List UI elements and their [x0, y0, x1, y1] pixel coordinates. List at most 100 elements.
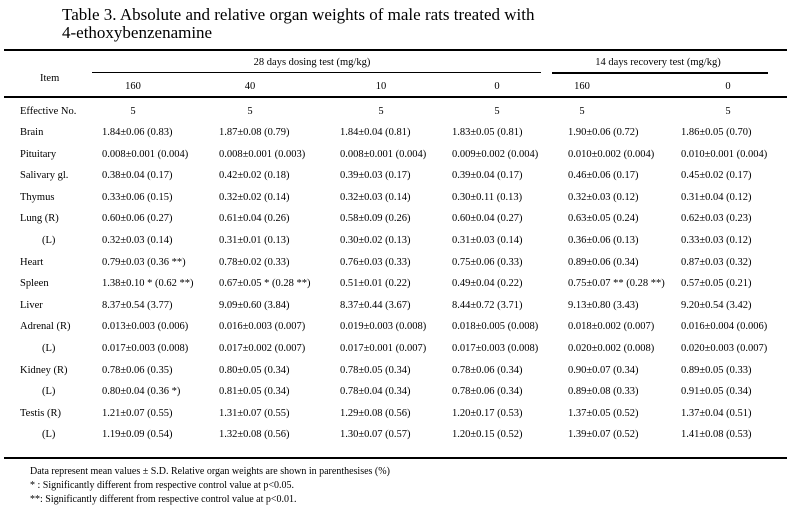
- table-cell: 0.31±0.03 (0.14): [452, 235, 523, 246]
- table-cell: 1.90±0.06 (0.72): [568, 127, 639, 138]
- table-cell: 0.42±0.02 (0.18): [219, 170, 290, 182]
- table-cell: 0.009±0.002 (0.004): [452, 148, 539, 160]
- table-cell: 0.008±0.001 (0.004): [340, 148, 427, 160]
- row-label: Brain: [20, 127, 44, 138]
- row-label: Spleen: [20, 278, 49, 290]
- row-label: Salivary gl.: [20, 170, 69, 182]
- table-cell: 0.67±0.05 * (0.28 **): [219, 278, 311, 290]
- table-cell: 9.20±0.54 (3.42): [681, 299, 752, 311]
- table-cell: 1.31±0.07 (0.55): [219, 407, 290, 419]
- table-cell: 0.018±0.002 (0.007): [568, 321, 655, 333]
- table-cell: 0.33±0.06 (0.15): [102, 191, 173, 203]
- table-cell: 0.016±0.004 (0.006): [681, 321, 768, 333]
- table-cell: 0.013±0.003 (0.006): [102, 321, 189, 333]
- table-cell: 5: [725, 106, 731, 117]
- table-cell: 0.017±0.003 (0.008): [102, 343, 189, 354]
- header-dose-1: 40: [244, 81, 256, 92]
- table-cell: 0.008±0.001 (0.003): [219, 148, 306, 160]
- table-cell: 0.38±0.04 (0.17): [102, 170, 173, 182]
- row-label: Adrenal (R): [20, 321, 71, 333]
- table-cell: 0.45±0.02 (0.17): [681, 170, 752, 182]
- dosing-group-rule: [92, 72, 541, 73]
- table-cell: 1.84±0.06 (0.83): [102, 127, 173, 138]
- table-cell: 0.76±0.03 (0.33): [340, 256, 411, 268]
- table-cell: 1.41±0.08 (0.53): [681, 429, 752, 441]
- table-cell: 0.78±0.06 (0.34): [452, 364, 523, 376]
- table-title: Table 3. Absolute and relative organ wei…: [62, 6, 534, 42]
- footnote-1: Data represent mean values ± S.D. Relati…: [30, 466, 390, 477]
- table-cell: 0.75±0.06 (0.33): [452, 256, 523, 268]
- footnote-3: **: Significantly different from respect…: [30, 494, 297, 505]
- table-cell: 1.20±0.17 (0.53): [452, 407, 523, 419]
- row-label: (L): [42, 235, 56, 246]
- row-label: (L): [42, 343, 56, 354]
- table-cell: 0.87±0.03 (0.32): [681, 256, 752, 268]
- table-cell: 1.29±0.08 (0.56): [340, 407, 411, 419]
- table-cell: 1.39±0.07 (0.52): [568, 429, 639, 441]
- table-cell: 0.017±0.002 (0.007): [219, 343, 306, 354]
- table-cell: 0.62±0.03 (0.23): [681, 213, 752, 225]
- table-cell: 5: [378, 106, 384, 117]
- table-cell: 0.51±0.01 (0.22): [340, 278, 411, 290]
- header-dose-2: 10: [375, 81, 387, 92]
- table-cell: 0.39±0.04 (0.17): [452, 170, 523, 182]
- table-cell: 0.49±0.04 (0.22): [452, 278, 523, 290]
- row-label: Kidney (R): [20, 364, 68, 376]
- table-cell: 8.37±0.54 (3.77): [102, 299, 173, 311]
- row-label: Liver: [20, 299, 43, 311]
- table-cell: 0.80±0.05 (0.34): [219, 364, 290, 376]
- table-cell: 0.89±0.08 (0.33): [568, 386, 639, 398]
- header-dose-0: 160: [125, 81, 141, 92]
- table-cell: 1.83±0.05 (0.81): [452, 127, 523, 138]
- row-label: Pituitary: [20, 148, 57, 160]
- header-dosing-group: 28 days dosing test (mg/kg): [253, 57, 371, 68]
- bottom-rule: [4, 457, 787, 459]
- header-dose-5: 0: [725, 81, 731, 92]
- table-cell: 0.32±0.03 (0.14): [340, 191, 411, 203]
- table-cell: 1.21±0.07 (0.55): [102, 407, 173, 419]
- table-cell: 0.61±0.04 (0.26): [219, 213, 290, 225]
- table-title-line2: 4-ethoxybenzenamine: [62, 23, 213, 42]
- table-cell: 0.75±0.07 ** (0.28 **): [568, 278, 665, 290]
- table-cell: 0.60±0.06 (0.27): [102, 213, 173, 225]
- table-cell: 0.78±0.05 (0.34): [340, 364, 411, 376]
- table-cell: 0.79±0.03 (0.36 **): [102, 256, 186, 268]
- table-cell: 0.78±0.04 (0.34): [340, 386, 411, 398]
- table-cell: 0.33±0.03 (0.12): [681, 235, 752, 246]
- table-cell: 8.44±0.72 (3.71): [452, 299, 523, 311]
- table-cell: 1.19±0.09 (0.54): [102, 429, 173, 441]
- table-cell: 0.008±0.001 (0.004): [102, 148, 189, 160]
- table-cell: 1.37±0.04 (0.51): [681, 407, 752, 419]
- row-label: Heart: [20, 256, 44, 268]
- table-cell: 0.32±0.02 (0.14): [219, 191, 290, 203]
- table-cell: 0.90±0.07 (0.34): [568, 364, 639, 376]
- table-cell: 0.63±0.05 (0.24): [568, 213, 639, 225]
- table-cell: 1.20±0.15 (0.52): [452, 429, 523, 441]
- header-dose-3: 0: [494, 81, 500, 92]
- row-label: Thymus: [20, 191, 55, 203]
- table-cell: 0.89±0.06 (0.34): [568, 256, 639, 268]
- row-label: Testis (R): [20, 407, 61, 419]
- row-label: (L): [42, 429, 56, 441]
- table-cell: 5: [579, 106, 585, 117]
- table-cell: 0.80±0.04 (0.36 *): [102, 386, 181, 398]
- table-cell: 0.81±0.05 (0.34): [219, 386, 290, 398]
- table-cell: 0.60±0.04 (0.27): [452, 213, 523, 225]
- table-cell: 0.30±0.02 (0.13): [340, 235, 411, 246]
- table-cell: 0.32±0.03 (0.14): [102, 235, 173, 246]
- table-cell: 0.017±0.001 (0.007): [340, 343, 427, 354]
- footnote-2: * : Significantly different from respect…: [30, 480, 294, 491]
- table-cell: 0.016±0.003 (0.007): [219, 321, 306, 333]
- table-cell: 5: [247, 106, 253, 117]
- table-cell: 1.37±0.05 (0.52): [568, 407, 639, 419]
- table-cell: 0.91±0.05 (0.34): [681, 386, 752, 398]
- table-cell: 1.86±0.05 (0.70): [681, 127, 752, 138]
- table-cell: 0.58±0.09 (0.26): [340, 213, 411, 225]
- header-recovery-group: 14 days recovery test (mg/kg): [595, 57, 721, 68]
- table-cell: 5: [494, 106, 500, 117]
- row-label: Lung (R): [20, 213, 59, 225]
- table-cell: 0.78±0.06 (0.34): [452, 386, 523, 398]
- header-item: Item: [40, 73, 60, 84]
- table-cell: 1.87±0.08 (0.79): [219, 127, 290, 138]
- header-bottom-rule: [4, 96, 787, 98]
